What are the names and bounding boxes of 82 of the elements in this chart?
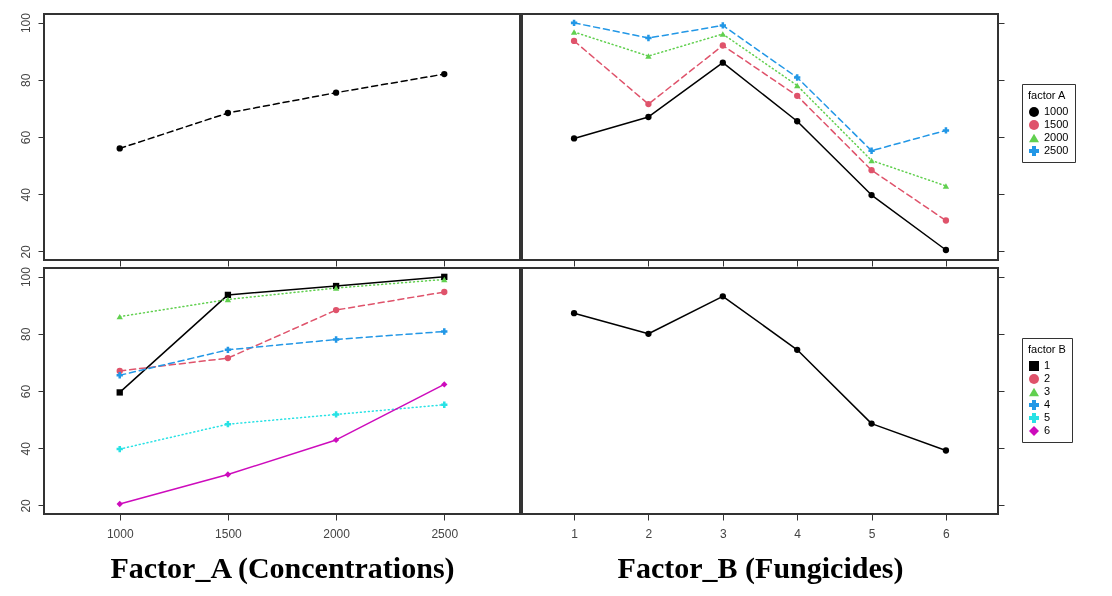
point [224,109,232,117]
x-tick-label: 3 [719,526,727,541]
y-tick-label: 80 [18,73,33,87]
point [794,92,801,99]
point [942,246,950,254]
x-tick-label: 4 [794,526,802,541]
y-tick-label: 80 [18,327,33,341]
point [332,436,340,444]
legend-label: 1000 [1044,105,1069,117]
point [116,145,123,152]
x-tick-label: 1000 [106,526,134,541]
point [332,336,340,343]
x-axis-title: Factor_A (Concentrations) [110,550,455,585]
point [719,59,726,66]
y-tick-label: 20 [18,498,33,513]
legend-label: 2500 [1044,144,1069,156]
legend-label: 6 [1044,424,1051,436]
point [719,31,726,37]
legend-title: factor A [1028,89,1066,101]
legend-label: 4 [1044,398,1051,410]
point [224,354,232,362]
y-tick-label: 100 [18,12,33,34]
point [441,288,448,296]
point [332,89,340,96]
point [794,118,801,125]
point [645,113,652,121]
point [942,217,950,224]
point [868,420,875,427]
x-tick-label: 1 [571,526,579,541]
legend-label: 5 [1044,411,1051,423]
point [719,42,726,49]
point [332,306,340,314]
point [570,310,578,317]
point [645,100,652,108]
point [942,127,950,134]
point [719,293,726,300]
point [942,183,950,189]
x-tick-label: 5 [868,526,876,541]
point [441,381,448,388]
point [441,70,448,78]
point [224,296,232,303]
x-tick-label: 2500 [431,526,459,541]
y-tick-label: 40 [18,441,33,456]
point [645,330,652,337]
point [794,346,801,353]
point [441,401,448,408]
point [868,157,875,164]
point [868,147,875,154]
point [570,135,578,142]
point [719,22,726,29]
point [116,445,123,453]
point [794,74,801,81]
y-tick-label: 100 [18,266,33,288]
y-tick-label: 60 [18,384,33,399]
point [116,500,123,508]
legend-title: factor B [1028,343,1066,355]
point [116,389,123,396]
point [942,447,950,454]
point [332,411,340,418]
legend-label: 1 [1044,359,1051,371]
y-tick-label: 60 [18,130,33,145]
x-tick-label: 2000 [323,526,351,541]
point [868,167,875,174]
point [868,191,875,199]
x-tick-label: 1500 [215,526,243,541]
point [645,53,652,59]
point [570,29,578,35]
legend-label: 2000 [1044,131,1069,143]
point [794,82,801,89]
point [441,328,448,335]
legend-label: 2 [1044,372,1051,384]
point [224,471,232,478]
x-tick-label: 2 [645,526,653,541]
legend-label: 1500 [1044,118,1069,130]
y-tick-label: 40 [18,187,33,202]
x-axis-title: Factor_B (Fungicides) [617,550,904,585]
point [116,372,123,379]
point [570,37,578,45]
x-tick-label: 6 [943,526,951,541]
point [645,34,652,42]
legend-label: 3 [1044,385,1051,397]
y-tick-label: 20 [18,244,33,259]
